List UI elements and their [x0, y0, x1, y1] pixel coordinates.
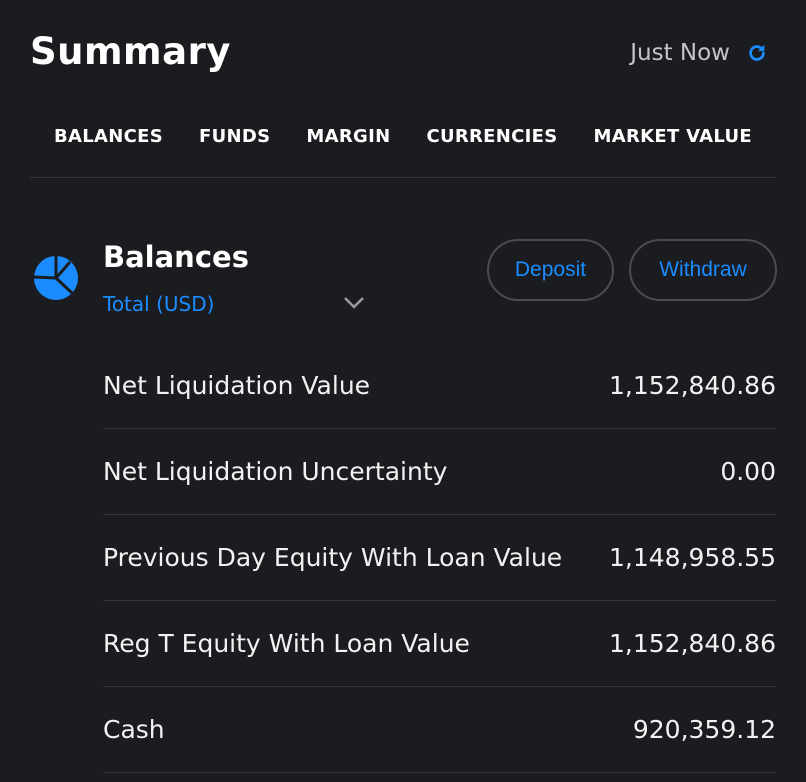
page-title: Summary	[30, 30, 231, 73]
row-label: Net Liquidation Uncertainty	[103, 457, 448, 486]
tab-funds[interactable]: FUNDS	[199, 126, 271, 147]
section-title: Balances	[103, 240, 249, 274]
balances-list: Net Liquidation Value 1,152,840.86 Net Li…	[103, 343, 776, 773]
updated-text: Just Now	[630, 40, 730, 66]
row-label: Cash	[103, 715, 165, 744]
chevron-down-icon[interactable]	[343, 296, 365, 310]
tab-balances[interactable]: BALANCES	[54, 126, 163, 147]
row-label: Previous Day Equity With Loan Value	[103, 543, 563, 572]
currency-selector[interactable]: Total (USD)	[103, 292, 215, 316]
tab-market-value[interactable]: MARKET VALUE	[593, 126, 752, 147]
list-item: Previous Day Equity With Loan Value 1,148…	[103, 515, 776, 601]
list-item: Net Liquidation Uncertainty 0.00	[103, 429, 776, 515]
row-value: 0.00	[720, 457, 776, 486]
list-item: Cash 920,359.12	[103, 687, 776, 773]
list-item: Net Liquidation Value 1,152,840.86	[103, 343, 776, 429]
list-item: Reg T Equity With Loan Value 1,152,840.86	[103, 601, 776, 687]
row-value: 920,359.12	[632, 715, 776, 744]
row-label: Net Liquidation Value	[103, 371, 371, 400]
deposit-button[interactable]: Deposit	[487, 239, 614, 301]
pie-chart-icon	[33, 255, 78, 300]
row-value: 1,148,958.55	[609, 543, 776, 572]
withdraw-button[interactable]: Withdraw	[629, 239, 777, 301]
last-updated: Just Now	[630, 40, 768, 66]
row-value: 1,152,840.86	[609, 629, 776, 658]
tab-margin[interactable]: MARGIN	[306, 126, 391, 147]
tab-bar: BALANCES FUNDS MARGIN CURRENCIES MARKET …	[30, 118, 776, 178]
refresh-icon[interactable]	[746, 42, 768, 64]
row-label: Reg T Equity With Loan Value	[103, 629, 470, 658]
tab-currencies[interactable]: CURRENCIES	[426, 126, 558, 147]
row-value: 1,152,840.86	[609, 371, 776, 400]
